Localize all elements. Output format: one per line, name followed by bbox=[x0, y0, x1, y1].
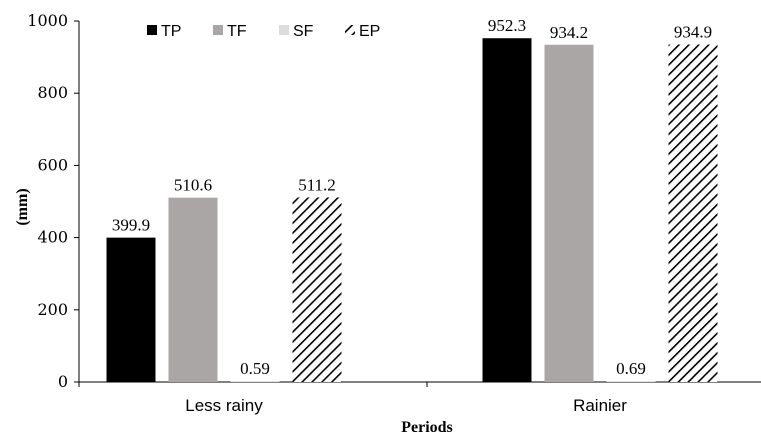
y-tick-label: 600 bbox=[37, 155, 68, 174]
legend-label-ep: EP bbox=[359, 23, 380, 40]
x-axis-title: Periods bbox=[401, 419, 453, 434]
legend-swatch-tp bbox=[147, 25, 157, 35]
legend-label-tp: TP bbox=[161, 23, 181, 40]
legend-label-tf: TF bbox=[227, 23, 247, 40]
y-ticks: 0 200 400 600 800 1000 bbox=[27, 11, 79, 391]
legend-swatch-ep bbox=[345, 25, 355, 35]
y-axis-title: (mm) bbox=[14, 188, 31, 225]
bar-tf-rainier bbox=[544, 44, 594, 383]
x-category-label: Less rainy bbox=[185, 396, 263, 415]
y-tick-label: 400 bbox=[37, 228, 68, 247]
data-label: 934.2 bbox=[550, 23, 588, 42]
y-tick-label: 1000 bbox=[27, 11, 68, 30]
bars bbox=[106, 38, 718, 383]
x-ticks: Less rainy Rainier bbox=[78, 382, 627, 415]
bar-tp-rainier bbox=[482, 38, 532, 383]
bar-ep-less-rainy bbox=[292, 197, 342, 382]
x-category-label: Rainier bbox=[573, 396, 627, 415]
y-tick-label: 200 bbox=[37, 300, 68, 319]
data-label: 0.59 bbox=[240, 359, 270, 378]
legend: TP TF SF EP bbox=[147, 23, 380, 40]
data-labels: 399.9 952.3 510.6 934.2 0.59 0.69 511.2 934.9 bbox=[112, 16, 712, 378]
legend-label-sf: SF bbox=[293, 23, 314, 40]
legend-swatch-tf bbox=[213, 25, 223, 35]
data-label: 934.9 bbox=[674, 23, 712, 42]
y-tick-label: 800 bbox=[37, 83, 68, 102]
data-label: 399.9 bbox=[112, 216, 150, 235]
data-label: 0.69 bbox=[616, 359, 646, 378]
data-label: 510.6 bbox=[174, 176, 212, 195]
bar-ep-rainier bbox=[668, 44, 718, 382]
bar-tp-less-rainy bbox=[106, 237, 156, 382]
legend-swatch-sf bbox=[279, 25, 289, 35]
bar-sf-less-rainy bbox=[230, 381, 280, 382]
data-label: 511.2 bbox=[298, 175, 336, 194]
bar-tf-less-rainy bbox=[168, 197, 218, 382]
bar-sf-rainier bbox=[606, 381, 656, 382]
data-label: 952.3 bbox=[488, 16, 526, 35]
y-tick-label: 0 bbox=[58, 372, 68, 391]
